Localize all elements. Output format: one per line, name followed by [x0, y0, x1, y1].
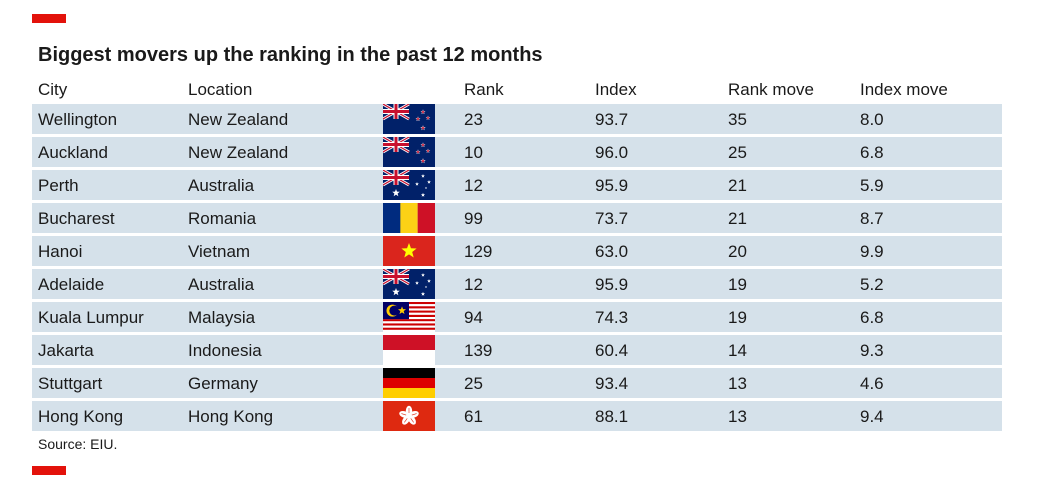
column-header-rank-move: Rank move — [728, 80, 814, 99]
table-row: Perth Australia 12 95.9 21 5.9 — [32, 170, 1002, 200]
index-move-cell: 6.8 — [860, 143, 884, 162]
rank-move-cell: 21 — [728, 209, 747, 228]
index-move-cell: 9.3 — [860, 341, 884, 360]
index-cell: 95.9 — [595, 176, 629, 195]
rank-cell: 25 — [464, 374, 483, 393]
rank-move-cell: 19 — [728, 275, 747, 294]
index-cell: 63.0 — [595, 242, 629, 261]
rank-move-cell: 20 — [728, 242, 747, 261]
index-move-cell: 9.4 — [860, 407, 884, 426]
vietnam-flag — [383, 236, 435, 266]
index-move-cell: 8.7 — [860, 209, 884, 228]
index-cell: 95.9 — [595, 275, 629, 294]
city-cell: Hong Kong — [38, 407, 124, 426]
location-cell: Germany — [188, 374, 258, 393]
index-move-cell: 6.8 — [860, 308, 884, 327]
table-row: Hanoi Vietnam 129 63.0 20 9.9 — [32, 236, 1002, 266]
rank-move-cell: 35 — [728, 110, 747, 129]
city-cell: Kuala Lumpur — [38, 308, 144, 327]
rank-move-cell: 13 — [728, 407, 747, 426]
location-cell: Hong Kong — [188, 407, 274, 426]
city-cell: Perth — [38, 176, 79, 195]
germany-flag — [383, 368, 435, 398]
table-row: Hong Kong Hong Kong 61 88.1 13 9.4 — [32, 401, 1002, 431]
city-cell: Bucharest — [38, 209, 115, 228]
index-cell: 74.3 — [595, 308, 629, 327]
column-header-city: City — [38, 80, 68, 99]
location-cell: Indonesia — [188, 341, 262, 360]
column-header-location: Location — [188, 80, 253, 99]
city-cell: Adelaide — [38, 275, 105, 294]
city-cell: Auckland — [38, 143, 108, 162]
location-cell: New Zealand — [188, 143, 289, 162]
australia-flag — [383, 170, 435, 200]
location-cell: Australia — [188, 275, 255, 294]
rank-move-cell: 14 — [728, 341, 747, 360]
table-row: Jakarta Indonesia 139 60.4 14 9.3 — [32, 335, 1002, 365]
location-cell: New Zealand — [188, 110, 289, 129]
location-cell: Vietnam — [188, 242, 251, 261]
rank-move-cell: 19 — [728, 308, 747, 327]
rank-cell: 23 — [464, 110, 483, 129]
column-header-index-move: Index move — [860, 80, 948, 99]
index-cell: 88.1 — [595, 407, 629, 426]
index-cell: 60.4 — [595, 341, 629, 360]
rank-cell: 139 — [464, 341, 493, 360]
table-body: Wellington New Zealand 23 93.7 35 8.0 Auckland… — [32, 104, 1002, 434]
australia-flag — [383, 269, 435, 299]
source-note: Source: EIU. — [38, 436, 118, 452]
malaysia-flag — [383, 302, 435, 332]
table-row: Bucharest Romania 99 73.7 21 8.7 — [32, 203, 1002, 233]
rank-move-cell: 21 — [728, 176, 747, 195]
table-row: Wellington New Zealand 23 93.7 35 8.0 — [32, 104, 1002, 134]
rank-cell: 61 — [464, 407, 483, 426]
rank-cell: 10 — [464, 143, 483, 162]
index-cell: 93.4 — [595, 374, 629, 393]
column-header-rank: Rank — [464, 80, 504, 99]
table-header: City Location Rank Index Rank move Index… — [32, 78, 1002, 102]
index-cell: 96.0 — [595, 143, 629, 162]
rank-cell: 12 — [464, 275, 483, 294]
rank-cell: 129 — [464, 242, 493, 261]
city-cell: Stuttgart — [38, 374, 103, 393]
index-move-cell: 4.6 — [860, 374, 884, 393]
column-header-index: Index — [595, 80, 637, 99]
rank-cell: 12 — [464, 176, 483, 195]
index-cell: 73.7 — [595, 209, 629, 228]
index-move-cell: 5.2 — [860, 275, 884, 294]
location-cell: Australia — [188, 176, 255, 195]
rank-move-cell: 25 — [728, 143, 747, 162]
index-move-cell: 8.0 — [860, 110, 884, 129]
indonesia-flag — [383, 335, 435, 365]
table-row: Stuttgart Germany 25 93.4 13 4.6 — [32, 368, 1002, 398]
new-zealand-flag — [383, 137, 435, 167]
table-row: Kuala Lumpur Malaysia 94 74.3 19 6.8 — [32, 302, 1002, 332]
city-cell: Hanoi — [38, 242, 83, 261]
chart-title: Biggest movers up the ranking in the pas… — [38, 44, 543, 66]
location-cell: Romania — [188, 209, 257, 228]
new-zealand-flag — [383, 104, 435, 134]
index-cell: 93.7 — [595, 110, 629, 129]
index-move-cell: 5.9 — [860, 176, 884, 195]
table-row: Adelaide Australia 12 95.9 19 5.2 — [32, 269, 1002, 299]
city-cell: Wellington — [38, 110, 118, 129]
rank-cell: 94 — [464, 308, 483, 327]
rank-move-cell: 13 — [728, 374, 747, 393]
table-row: Auckland New Zealand 10 96.0 25 6.8 — [32, 137, 1002, 167]
accent-bar-bottom — [32, 466, 66, 475]
romania-flag — [383, 203, 435, 233]
hong-kong-flag — [383, 401, 435, 431]
rank-cell: 99 — [464, 209, 483, 228]
accent-bar-top — [32, 14, 66, 23]
location-cell: Malaysia — [188, 308, 256, 327]
city-cell: Jakarta — [38, 341, 94, 360]
index-move-cell: 9.9 — [860, 242, 884, 261]
